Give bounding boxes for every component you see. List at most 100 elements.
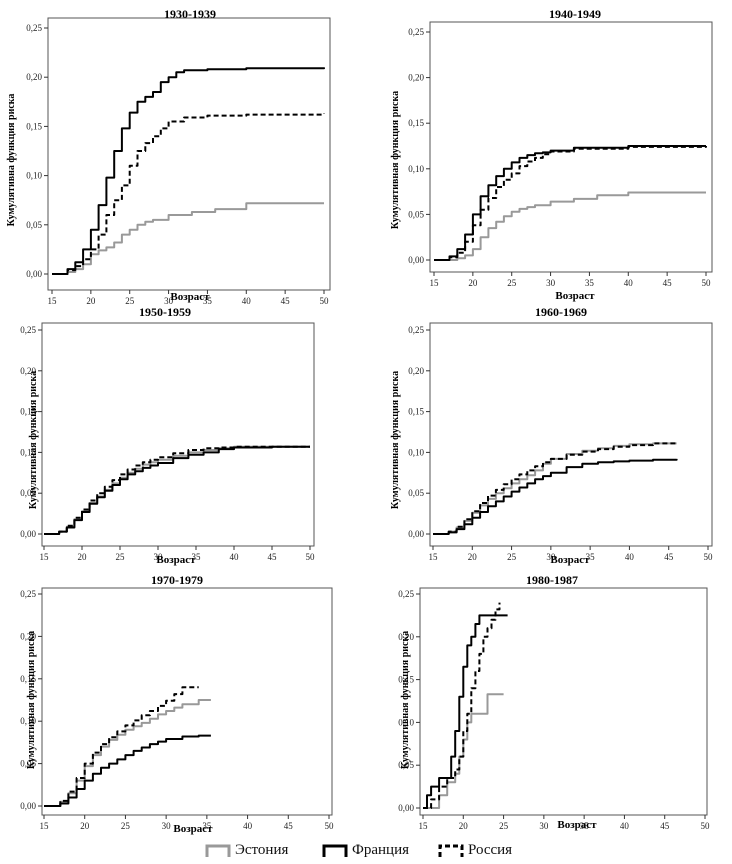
x-tick-label: 20 xyxy=(80,821,90,831)
x-tick-label: 15 xyxy=(40,552,50,562)
y-tick-label: 0,10 xyxy=(26,171,42,181)
x-tick-label: 30 xyxy=(164,296,174,306)
y-tick-label: 0,15 xyxy=(408,118,424,128)
chart-title: 1980-1987 xyxy=(526,573,578,587)
x-tick-label: 15 xyxy=(419,821,429,831)
x-tick-label: 35 xyxy=(586,552,596,562)
x-tick-label: 25 xyxy=(116,552,126,562)
chart-title: 1940-1949 xyxy=(549,7,601,21)
x-tick-label: 30 xyxy=(546,278,556,288)
y-axis-label: Кумулятивная функция риска xyxy=(390,371,401,509)
x-tick-label: 20 xyxy=(459,821,469,831)
chart-title: 1950-1959 xyxy=(139,305,191,319)
series-line-Россия xyxy=(44,686,199,807)
x-tick-label: 50 xyxy=(320,296,330,306)
y-tick-label: 0,05 xyxy=(20,759,36,769)
y-tick-label: 0,10 xyxy=(408,447,424,457)
series-line-Россия xyxy=(434,145,707,261)
legend-swatch-france xyxy=(322,844,348,857)
legend-label-russia: Россия xyxy=(468,842,513,858)
y-tick-label: 0,15 xyxy=(26,121,42,131)
plot-frame xyxy=(41,322,315,547)
chart-panel-1970-1979: 1970-1979 0,00 0,05 0,10 0,15 0,20 0,25 15 20 25 3… xyxy=(20,573,334,835)
y-tick-label: 0,05 xyxy=(20,488,36,498)
chart-panel-1950-1959: 1950-1959 0,00 0,05 0,10 0,15 0,20 0,25 15 20 25 3… xyxy=(20,305,315,566)
series-line-Франция xyxy=(52,67,325,275)
x-tick-label: 50 xyxy=(701,821,711,831)
y-tick-label: 0,00 xyxy=(398,803,414,813)
y-tick-label: 0,25 xyxy=(20,325,36,335)
x-tick-label: 45 xyxy=(284,821,294,831)
x-tick-label: 50 xyxy=(702,278,712,288)
x-axis-label: Возраст xyxy=(557,819,597,831)
series-line-Россия xyxy=(44,445,310,535)
y-tick-label: 0,05 xyxy=(408,488,424,498)
y-tick-label: 0,05 xyxy=(26,220,42,230)
y-tick-label: 0,00 xyxy=(26,269,42,279)
x-tick-label: 35 xyxy=(202,821,212,831)
y-tick-label: 0,20 xyxy=(408,366,424,376)
y-tick-label: 0,25 xyxy=(398,589,414,599)
chart-panel-1980-1987: 1980-1987 0,00 0,05 0,10 0,15 0,20 0,25 15 20 25 3… xyxy=(398,573,710,831)
plot-frame xyxy=(419,587,708,816)
y-tick-label: 0,15 xyxy=(398,675,414,685)
series-line-Россия xyxy=(423,602,501,809)
chart-panel-1930-1939: 1930-1939 0,00 0,05 0,10 0,15 0,20 0,25 15 20 25 3… xyxy=(6,7,331,306)
x-tick-label: 40 xyxy=(242,296,252,306)
x-tick-label: 25 xyxy=(121,821,131,831)
y-tick-label: 0,00 xyxy=(408,255,424,265)
series-line-Франция xyxy=(44,734,211,807)
y-tick-label: 0,10 xyxy=(408,164,424,174)
y-axis-label: Кумулятивная функция риска xyxy=(400,631,411,769)
x-axis-label: Возраст xyxy=(156,554,196,566)
x-tick-label: 45 xyxy=(268,552,278,562)
plot-frame xyxy=(41,587,333,816)
y-tick-label: 0,05 xyxy=(408,209,424,219)
x-tick-label: 30 xyxy=(539,821,549,831)
plot-frame xyxy=(47,17,331,291)
x-tick-label: 25 xyxy=(125,296,135,306)
y-tick-label: 0,25 xyxy=(408,325,424,335)
y-axis-label: Кумулятивная функция риска xyxy=(28,371,39,509)
x-tick-label: 40 xyxy=(243,821,253,831)
x-axis-label: Возраст xyxy=(170,291,210,303)
y-tick-label: 0,10 xyxy=(20,447,36,457)
x-tick-label: 40 xyxy=(624,278,634,288)
series-line-Франция xyxy=(434,145,706,261)
series-line-Россия xyxy=(52,113,325,275)
y-tick-label: 0,25 xyxy=(26,23,42,33)
x-tick-label: 25 xyxy=(507,278,517,288)
chart-title: 1930-1939 xyxy=(164,7,216,21)
y-tick-label: 0,20 xyxy=(408,73,424,83)
y-tick-label: 0,00 xyxy=(20,529,36,539)
x-tick-label: 50 xyxy=(306,552,316,562)
x-tick-label: 30 xyxy=(546,552,556,562)
y-axis-label: Кумулятивная функция риска xyxy=(26,631,37,769)
x-tick-label: 50 xyxy=(704,552,714,562)
x-tick-label: 30 xyxy=(162,821,172,831)
y-tick-label: 0,00 xyxy=(408,529,424,539)
x-tick-label: 45 xyxy=(663,278,673,288)
x-tick-label: 25 xyxy=(499,821,509,831)
x-axis-label: Возраст xyxy=(555,290,595,302)
x-tick-label: 25 xyxy=(507,552,517,562)
x-axis-label: Возраст xyxy=(173,823,213,835)
x-tick-label: 45 xyxy=(660,821,670,831)
x-tick-label: 45 xyxy=(664,552,674,562)
x-tick-label: 40 xyxy=(230,552,240,562)
series-line-Эстония xyxy=(52,202,324,275)
x-tick-label: 35 xyxy=(203,296,213,306)
series-line-Эстония xyxy=(433,442,677,535)
y-tick-label: 0,00 xyxy=(20,801,36,811)
figure-legend: Эстония Франция Россия xyxy=(0,836,732,864)
x-axis-label: Возраст xyxy=(550,554,590,566)
plot-frame xyxy=(429,322,713,547)
chart-title: 1960-1969 xyxy=(535,305,587,319)
x-tick-label: 15 xyxy=(40,821,50,831)
legend-swatch-russia xyxy=(438,844,464,857)
x-tick-label: 20 xyxy=(468,278,478,288)
x-tick-label: 40 xyxy=(620,821,630,831)
chart-title: 1970-1979 xyxy=(151,573,203,587)
series-line-Франция xyxy=(433,458,678,535)
series-line-Франция xyxy=(44,445,310,535)
